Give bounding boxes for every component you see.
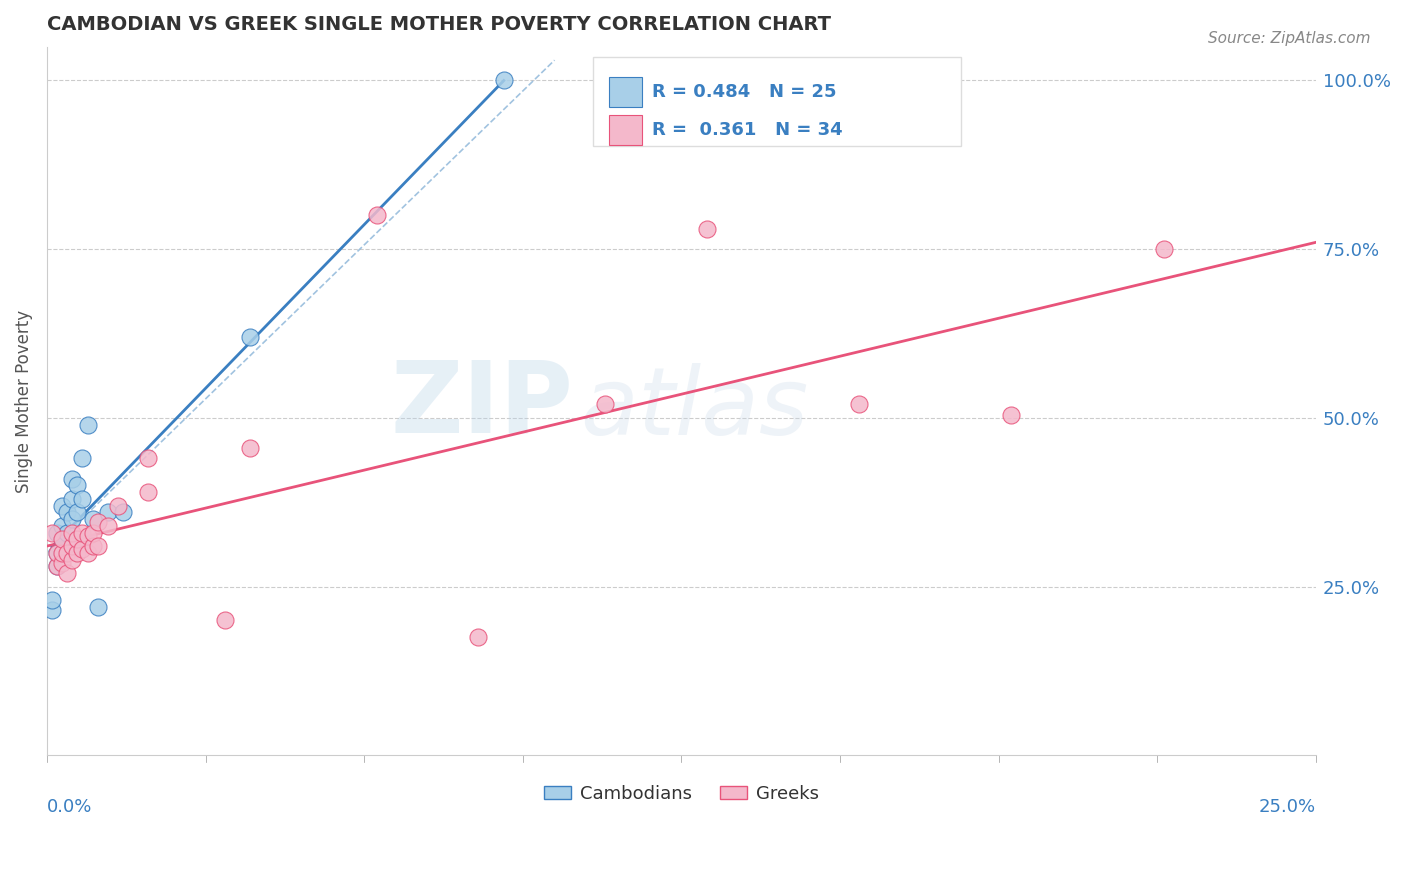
Text: Source: ZipAtlas.com: Source: ZipAtlas.com: [1208, 31, 1371, 46]
Point: [51, 556, 73, 570]
Point: [60, 491, 83, 506]
Point: [56, 566, 79, 581]
Point: [76, 546, 98, 560]
Y-axis label: Single Mother Poverty: Single Mother Poverty: [15, 310, 32, 492]
Point: [60, 552, 83, 566]
Point: [46, 546, 69, 560]
Point: [492, 73, 515, 87]
Point: [72, 491, 94, 506]
Point: [60, 472, 83, 486]
FancyBboxPatch shape: [609, 77, 643, 107]
Point: [60, 525, 83, 540]
Text: R =  0.361   N = 34: R = 0.361 N = 34: [652, 121, 844, 139]
Point: [56, 546, 79, 560]
Text: CAMBODIAN VS GREEK SINGLE MOTHER POVERTY CORRELATION CHART: CAMBODIAN VS GREEK SINGLE MOTHER POVERTY…: [46, 15, 831, 34]
Text: 25.0%: 25.0%: [1258, 797, 1316, 816]
Point: [66, 505, 89, 519]
Point: [46, 525, 69, 540]
Point: [46, 559, 69, 574]
FancyBboxPatch shape: [609, 115, 643, 145]
Point: [86, 539, 108, 553]
Point: [51, 533, 73, 547]
Point: [138, 485, 160, 500]
Point: [51, 499, 73, 513]
Point: [214, 613, 236, 627]
Point: [72, 525, 94, 540]
Point: [86, 599, 108, 614]
Point: [848, 397, 870, 411]
Point: [46, 559, 69, 574]
Point: [366, 208, 388, 222]
Point: [41, 603, 63, 617]
Point: [595, 397, 617, 411]
Point: [107, 499, 129, 513]
Point: [1000, 408, 1022, 422]
Point: [51, 519, 73, 533]
Point: [82, 539, 104, 553]
Text: atlas: atlas: [579, 362, 808, 454]
Point: [239, 442, 262, 456]
Point: [97, 519, 120, 533]
Point: [60, 512, 83, 526]
Text: R = 0.484   N = 25: R = 0.484 N = 25: [652, 83, 837, 101]
Point: [51, 546, 73, 560]
Point: [97, 505, 120, 519]
Text: 0.0%: 0.0%: [46, 797, 93, 816]
Text: ZIP: ZIP: [391, 356, 574, 453]
Point: [112, 505, 135, 519]
Point: [51, 546, 73, 560]
Point: [76, 529, 98, 543]
Point: [467, 630, 489, 644]
Point: [66, 546, 89, 560]
Point: [82, 512, 104, 526]
Point: [1153, 242, 1175, 256]
Point: [66, 478, 89, 492]
Point: [66, 533, 89, 547]
Point: [60, 539, 83, 553]
Point: [72, 451, 94, 466]
FancyBboxPatch shape: [593, 57, 960, 146]
Point: [86, 516, 108, 530]
Point: [239, 330, 262, 344]
Point: [82, 525, 104, 540]
Point: [41, 525, 63, 540]
Point: [138, 451, 160, 466]
Point: [56, 505, 79, 519]
Point: [696, 222, 718, 236]
Point: [46, 546, 69, 560]
Point: [51, 533, 73, 547]
Point: [56, 525, 79, 540]
Point: [41, 593, 63, 607]
Point: [76, 417, 98, 432]
Point: [72, 542, 94, 557]
Legend: Cambodians, Greeks: Cambodians, Greeks: [537, 778, 825, 810]
